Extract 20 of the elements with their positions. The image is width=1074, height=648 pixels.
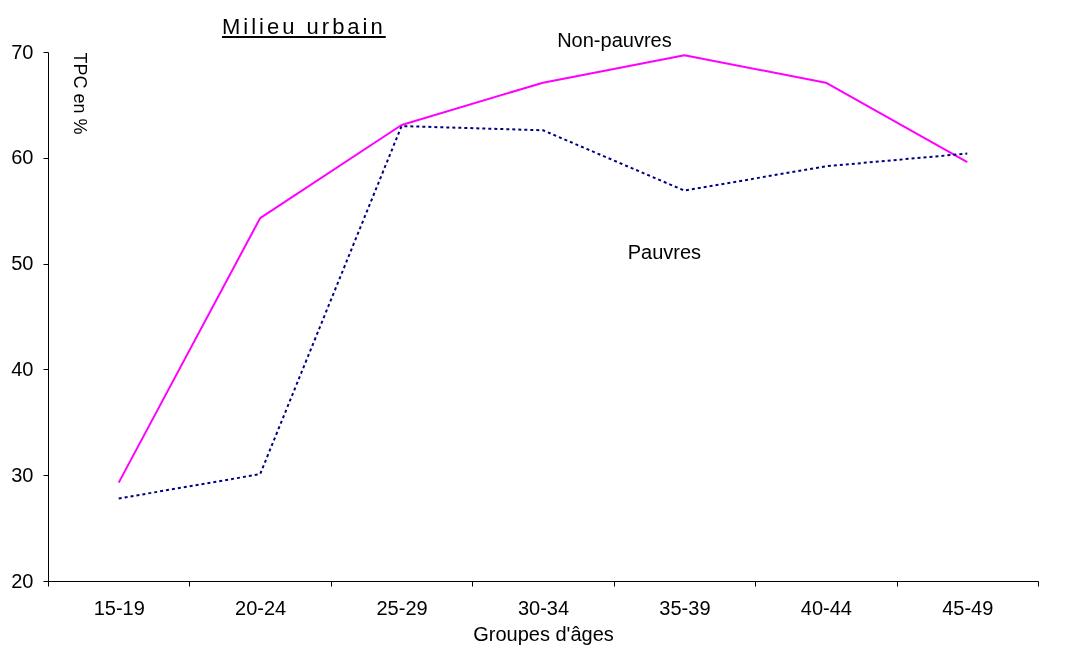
y-tick-label: 70 [11, 40, 34, 63]
y-tick-label: 20 [11, 569, 34, 592]
x-tick-label: 40-44 [800, 596, 852, 619]
y-axis-title: TPC en % [69, 52, 90, 135]
y-tick-label: 30 [11, 463, 34, 486]
x-tick-label: 25-29 [376, 596, 428, 619]
y-tick-label: 40 [11, 357, 34, 380]
line-series [117, 54, 969, 484]
x-axis-title: Groupes d'âges [473, 622, 614, 645]
x-tick-label: 30-34 [517, 596, 570, 619]
y-tick-label: 50 [11, 252, 34, 275]
x-tick-label: 15-19 [93, 596, 145, 619]
x-tick-label: 35-39 [659, 596, 711, 619]
y-tick-label: 60 [11, 146, 34, 169]
text: Pauvres [627, 240, 702, 263]
x-tick-label: 20-24 [235, 596, 287, 619]
line-series [117, 125, 969, 500]
x-tick-label: 45-49 [942, 596, 994, 619]
series-label: Non-pauvres [557, 29, 672, 52]
chart-title: Milieu urbain [222, 14, 386, 40]
